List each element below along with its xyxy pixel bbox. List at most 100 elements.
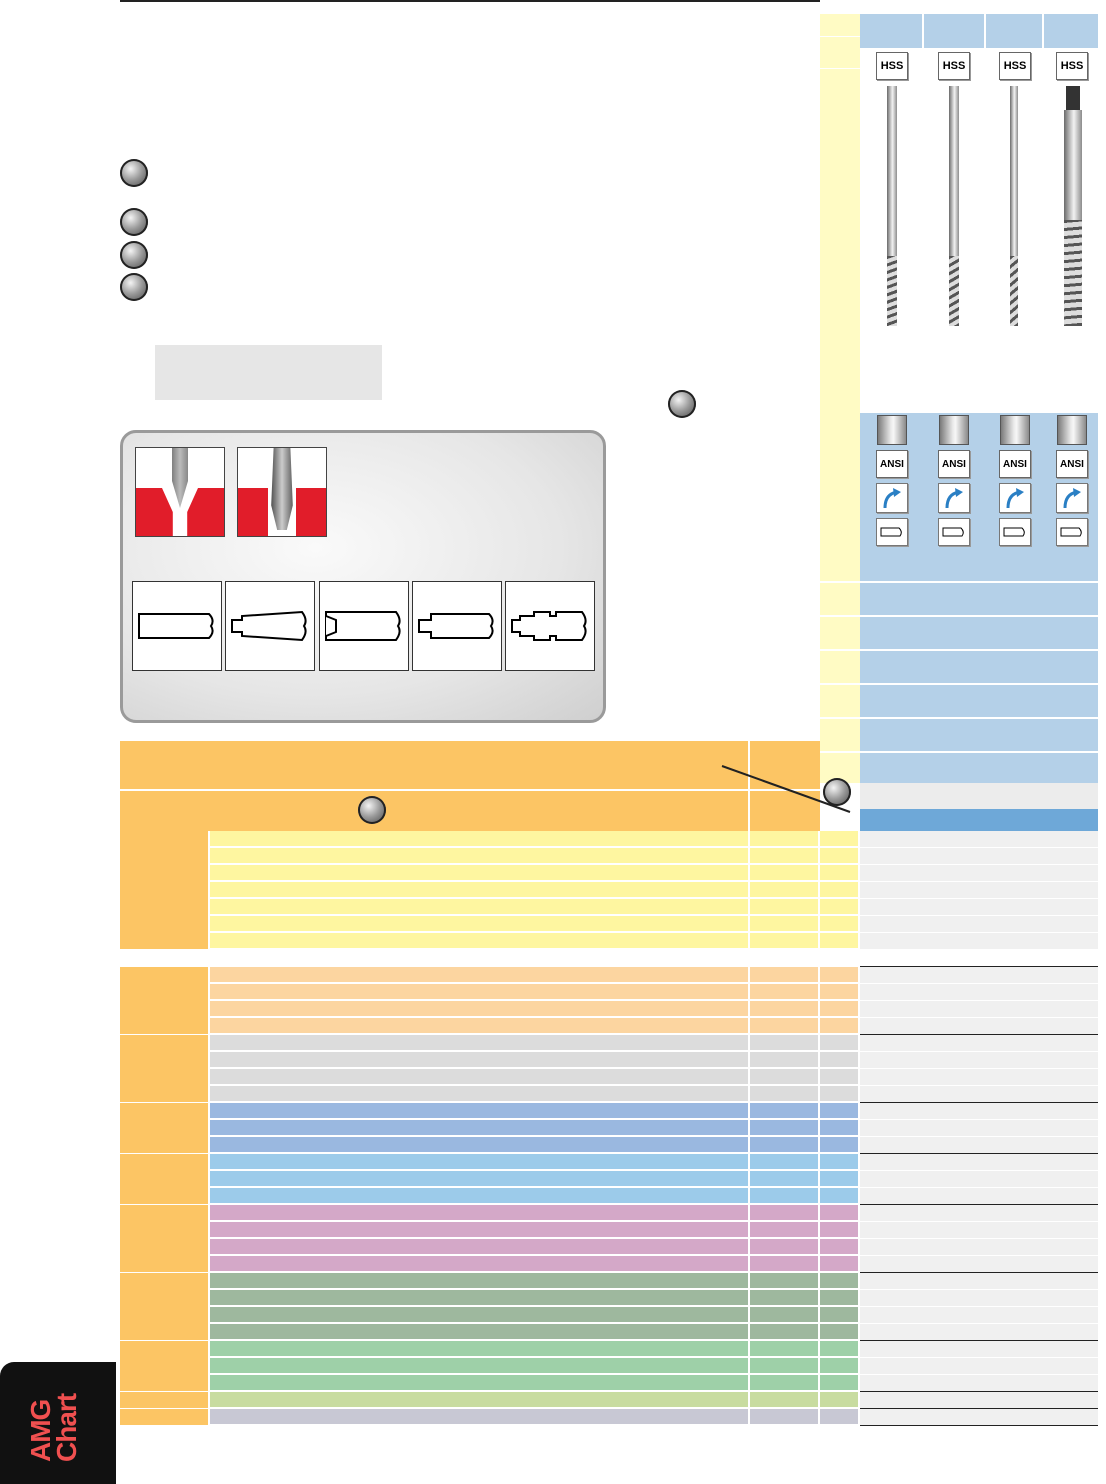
- product-suitability-cells: [860, 916, 1098, 932]
- material-group-label: [120, 1409, 208, 1425]
- table-cell: [750, 1001, 818, 1016]
- table-cell: [750, 1358, 818, 1373]
- material-group-label: [120, 831, 208, 949]
- hss-badge-icon: HSS: [999, 52, 1031, 80]
- cylindrical-shank-icon: [1000, 415, 1030, 445]
- group-divider: [860, 1408, 1098, 1409]
- table-header-divider: [748, 741, 750, 831]
- table-header-subtitle: [120, 791, 820, 831]
- right-hand-flute-icon: [876, 483, 908, 513]
- product-suitability-cells: [860, 1120, 1098, 1136]
- table-row: [210, 916, 748, 931]
- table-cell: [820, 967, 858, 982]
- table-cell: [750, 1086, 818, 1101]
- table-cell: [750, 1035, 818, 1050]
- product-suitability-cells: [860, 984, 1098, 1000]
- straight-shank-tool-icon: [999, 518, 1031, 546]
- group-divider: [860, 1340, 1098, 1341]
- group-divider: [860, 1034, 1098, 1035]
- material-group-label: [120, 967, 208, 1034]
- table-cell: [750, 1222, 818, 1237]
- table-cell: [750, 933, 818, 948]
- table-cell: [750, 1239, 818, 1254]
- table-cell: [820, 1001, 858, 1016]
- group-divider: [860, 1153, 1098, 1154]
- product-header-row: [860, 14, 1098, 48]
- shank-type-taper: [225, 581, 315, 671]
- table-cell: [750, 1018, 818, 1033]
- table-row: [210, 1392, 748, 1407]
- amg-chart-tab[interactable]: AMG Chart: [0, 1362, 116, 1484]
- amg-tab-line2: Chart: [51, 1393, 82, 1462]
- material-group-label: [120, 1154, 208, 1204]
- reamer-flutes-4: [1064, 220, 1082, 326]
- table-cell: [820, 899, 858, 914]
- hss-badge-icon: HSS: [1056, 52, 1088, 80]
- table-row: [210, 1171, 748, 1186]
- table-cell: [820, 984, 858, 999]
- table-cell: [750, 1341, 818, 1356]
- ansi-badge-icon: ANSI: [1056, 450, 1088, 478]
- table-cell: [750, 1103, 818, 1118]
- material-group-label: [120, 1273, 208, 1340]
- product-suitability-cells: [860, 1273, 1098, 1289]
- table-cell: [820, 916, 858, 931]
- table-cell: [820, 1341, 858, 1356]
- application-illustration-panel: [120, 430, 606, 723]
- table-cell: [750, 899, 818, 914]
- straight-shank-tool-icon: [1056, 518, 1088, 546]
- table-cell: [820, 848, 858, 863]
- table-row: [210, 1256, 748, 1271]
- table-row: [210, 848, 748, 863]
- table-cell: [820, 1103, 858, 1118]
- table-row: [210, 1375, 748, 1390]
- shank-type-whistle-notch: [319, 581, 409, 671]
- table-header-title: [120, 741, 820, 789]
- table-cell: [820, 1086, 858, 1101]
- product-suitability-cells: [860, 1324, 1098, 1340]
- group-divider: [860, 1204, 1098, 1205]
- table-cell: [750, 1290, 818, 1305]
- product-suitability-cells: [860, 1188, 1098, 1204]
- table-cell: [750, 916, 818, 931]
- callout-marker-1: [120, 159, 148, 187]
- row-label-divider: [820, 68, 860, 69]
- shank-type-straight: [132, 581, 222, 671]
- table-cell: [750, 865, 818, 880]
- reamer-flutes-1: [887, 256, 897, 326]
- product-suitability-cells: [860, 1290, 1098, 1306]
- table-cell: [750, 1171, 818, 1186]
- hss-badge-icon: HSS: [938, 52, 970, 80]
- product-suitability-cells: [860, 1256, 1098, 1272]
- table-cell: [750, 848, 818, 863]
- product-suitability-cells: [860, 1103, 1098, 1119]
- right-hand-flute-icon: [938, 483, 970, 513]
- table-cell: [750, 1375, 818, 1390]
- cylindrical-shank-icon: [877, 415, 907, 445]
- reamer-flutes-2: [949, 256, 959, 326]
- table-cell: [820, 1154, 858, 1169]
- table-cell: [750, 882, 818, 897]
- material-group-label: [120, 1392, 208, 1408]
- table-row: [210, 1290, 748, 1305]
- spec-rows: [820, 549, 1098, 783]
- product-suitability-cells: [860, 1358, 1098, 1374]
- table-bottom-rule: [860, 1425, 1098, 1426]
- material-group-label: [120, 1341, 208, 1391]
- table-row: [210, 1137, 748, 1152]
- table-row: [210, 1120, 748, 1135]
- callout-marker-5: [668, 390, 696, 418]
- callout-marker-7: [823, 778, 851, 806]
- table-cell: [750, 1137, 818, 1152]
- group-divider: [860, 1391, 1098, 1392]
- straight-shank-icon: [138, 613, 214, 639]
- table-row: [210, 1273, 748, 1288]
- table-cell: [750, 984, 818, 999]
- product-suitability-cells: [860, 1052, 1098, 1068]
- table-row: [210, 1188, 748, 1203]
- table-cell: [820, 1171, 858, 1186]
- straight-shank-tool-icon: [876, 518, 908, 546]
- right-hand-flute-icon: [1056, 483, 1088, 513]
- table-cell: [820, 1307, 858, 1322]
- table-cell: [820, 1018, 858, 1033]
